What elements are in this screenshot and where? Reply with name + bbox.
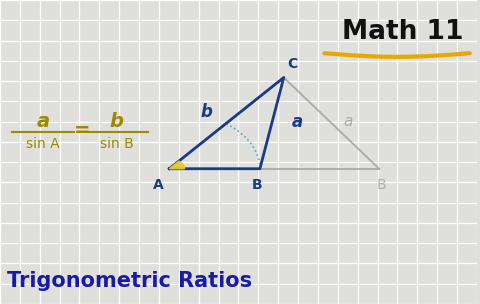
Text: b: b [201, 103, 213, 122]
Text: a: a [36, 112, 49, 131]
Text: =: = [74, 121, 90, 140]
Text: A: A [154, 178, 164, 192]
Text: sin B: sin B [100, 137, 134, 151]
Text: a: a [292, 113, 303, 131]
Text: sin A: sin A [26, 137, 60, 151]
Text: b: b [110, 112, 124, 131]
Text: Math 11: Math 11 [342, 19, 464, 45]
Text: B: B [252, 178, 263, 192]
Polygon shape [169, 161, 185, 169]
Text: B: B [377, 178, 386, 192]
Text: C: C [287, 57, 298, 71]
Text: a: a [344, 114, 353, 129]
Text: Trigonometric Ratios: Trigonometric Ratios [7, 271, 252, 291]
